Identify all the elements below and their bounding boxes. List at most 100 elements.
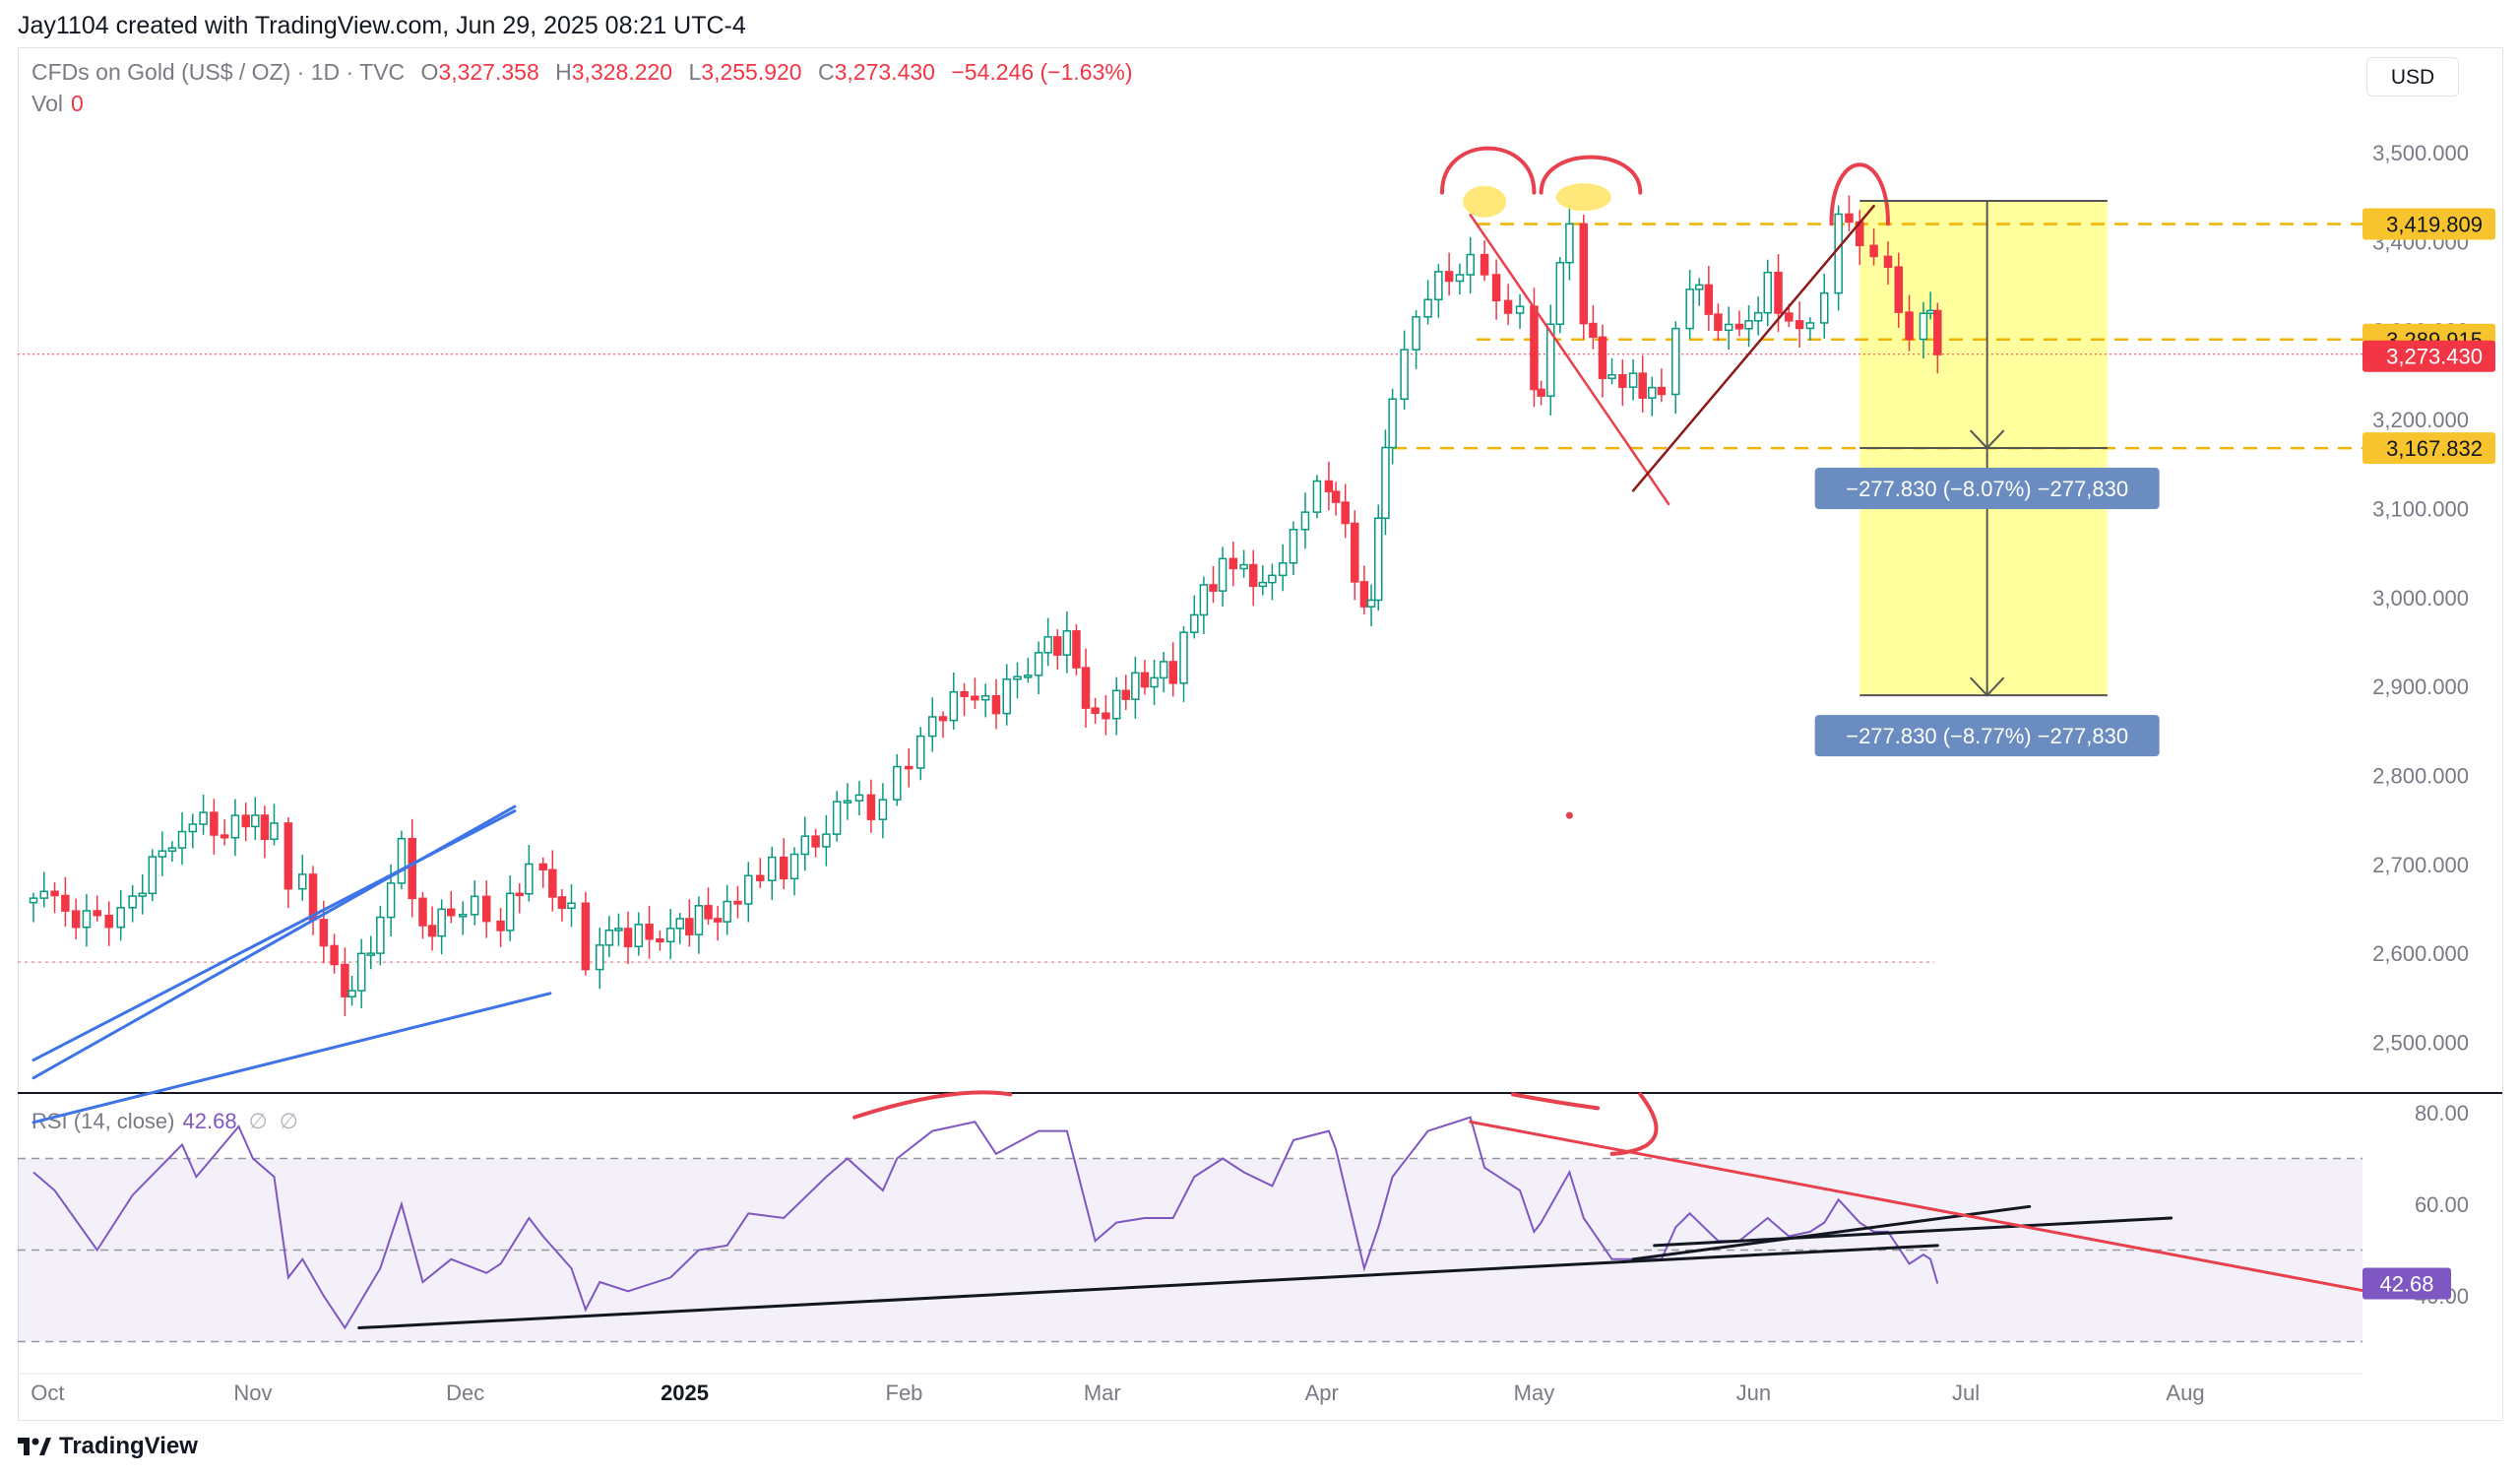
candle-body [614,928,623,932]
candle-body [634,924,644,947]
candle-body [1359,581,1369,608]
candle-body [645,924,654,940]
measure-label-box-0 [1814,468,2160,510]
candle-body [71,910,81,929]
candle-body [1657,386,1667,396]
candle-body [260,814,270,841]
price-tick-label: 3,000.000 [2372,586,2469,610]
rsi-peak-arc-3 [1609,1092,1659,1156]
candle-body [1341,501,1350,525]
symbol-legend[interactable]: CFDs on Gold (US$ / OZ) · 1D · TVC O3,32… [32,59,1132,86]
candle-body [1530,305,1539,391]
candle-body [496,920,505,932]
candle-body [713,918,723,923]
candle-body [1694,284,1704,290]
candle-body [949,690,959,722]
open-value: 3,327.358 [438,59,539,85]
candle-body [1638,372,1647,399]
candle-body [1034,652,1043,676]
candle-body [29,897,38,904]
candle-body [1785,312,1794,322]
time-tick-label: Jun [1736,1381,1771,1405]
time-tick-label: May [1514,1381,1555,1405]
rsi-last-label-box [2362,1267,2451,1300]
candle-body [447,908,456,917]
low-value: 3,255.920 [701,59,802,85]
rsi-legend[interactable]: RSI (14, close) 42.68 ∅ ∅ [32,1109,298,1134]
time-tick-label: Oct [31,1381,64,1405]
rsi-source-icon-2: ∅ [279,1109,298,1133]
candle-body [938,716,948,722]
candle-body [177,830,187,849]
candle-body [1545,323,1555,397]
candle-body [1555,261,1565,325]
candle-body [1845,213,1854,224]
chart-credit: Jay1104 created with TradingView.com, Ju… [18,12,746,39]
candle-body [1795,320,1804,330]
volume-legend[interactable]: Vol 0 [32,91,84,117]
neckline-down [1469,213,1670,506]
chart-frame [18,47,2503,1421]
candle-body [116,907,125,929]
candle-body [241,814,250,828]
tradingview-logo-text: TradingView [59,1433,198,1459]
candle-body [1072,630,1081,669]
measure-label-box-1 [1814,715,2160,757]
price-tick-label: 2,800.000 [2372,763,2469,788]
candle-body [685,918,694,935]
time-tick-label: Aug [2166,1381,2204,1405]
price-tick-label: 2,700.000 [2372,853,2469,877]
time-tick-label: Apr [1305,1381,1339,1405]
candle-body [1869,244,1878,258]
candle-body [1515,305,1525,314]
tradingview-logo-icon [18,1438,51,1455]
candle-body [1043,636,1052,654]
candle-body [470,895,479,916]
candle-body [733,900,742,905]
candle-body [1388,398,1397,449]
candle-body [188,823,198,833]
candle-body [694,905,704,935]
candle-body [1062,630,1072,656]
candle-body [832,801,842,835]
candle-body [1179,631,1188,684]
candle-body [656,937,664,943]
change-value: −54.246 (−1.63%) [951,59,1133,85]
candle-body [1805,322,1815,330]
candle-body [50,890,59,897]
candle-body [1537,388,1545,397]
candle-body [1883,255,1893,268]
candle-body [1685,289,1694,330]
high-label: H [555,59,572,85]
candle-body [148,856,158,895]
candle-body [1491,274,1501,302]
rsi-last-label: 42.68 [2379,1272,2433,1297]
volume-label: Vol [32,91,63,116]
candle-body [1704,284,1714,315]
candle-body [1763,271,1772,314]
candle-body [1774,271,1783,314]
candle-body [991,694,1001,715]
candle-body [971,695,979,701]
rsi-peak-arc-2 [1510,1092,1601,1111]
candle-body [1013,675,1022,680]
candle-body [427,925,437,937]
candle-body [756,874,765,881]
candle-body [538,863,547,871]
candle-body [1374,517,1383,602]
candle-body [1412,316,1420,351]
candle-body [1002,678,1011,715]
candle-body [915,735,925,769]
candle-body [1579,223,1589,325]
candle-body [458,914,468,918]
candle-body [1744,320,1753,330]
candle-body [330,944,339,966]
candle-body [93,910,101,917]
high-value: 3,328.220 [571,59,673,85]
price-tick-label: 3,500.000 [2372,141,2469,165]
candle-body [1150,676,1159,688]
tradingview-logo[interactable]: TradingView [18,1433,198,1460]
trendline-upper-2 [32,804,517,1080]
currency-button[interactable]: USD [2366,57,2459,96]
